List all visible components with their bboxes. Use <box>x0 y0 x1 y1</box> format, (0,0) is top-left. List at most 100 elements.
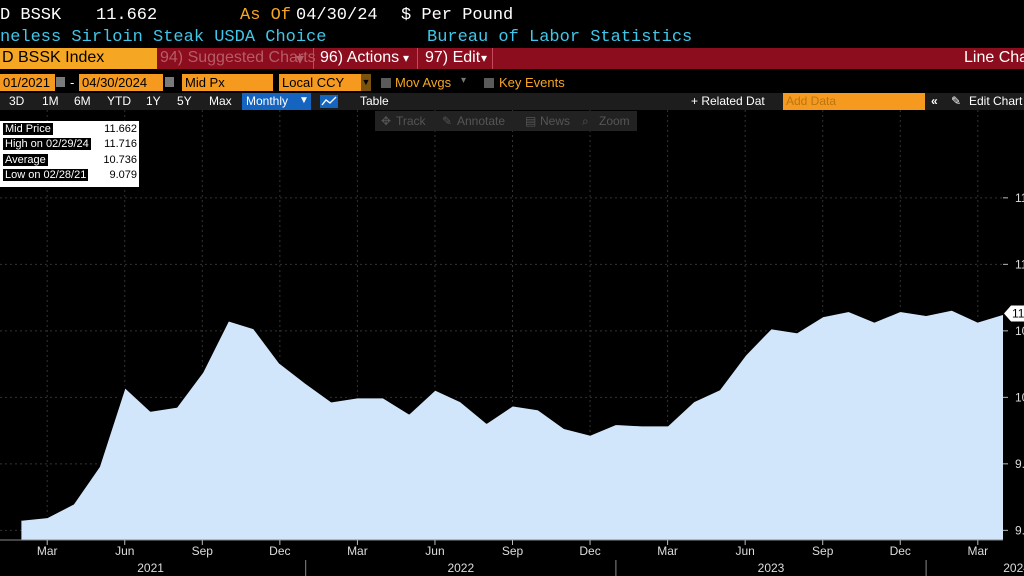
period-3d[interactable]: 3D <box>9 94 25 108</box>
y-tick-label: 11. <box>1015 191 1024 205</box>
edit-button[interactable]: 97) Edit <box>425 49 481 66</box>
quote-header: D BSSK 11.662 As Of 04/30/24 $ Per Pound <box>0 4 1024 28</box>
edit-chevron-icon[interactable]: ▾ <box>481 51 488 65</box>
x-tick-label: Sep <box>502 544 524 558</box>
last-value-tag <box>1004 305 1024 322</box>
x-tick-label: Sep <box>192 544 214 558</box>
legend-mid-label: Mid Price <box>3 123 53 135</box>
price-line <box>21 308 1005 521</box>
legend-row-low: Low on 02/28/21 9.079 <box>3 169 137 183</box>
date-separator: - <box>70 75 75 90</box>
legend-low-label: Low on 02/28/21 <box>3 169 89 181</box>
add-data-input[interactable]: Add Data <box>783 93 925 110</box>
chevron-down-icon[interactable]: ▼ <box>299 95 309 106</box>
crosshair-icon[interactable]: ✥ <box>381 114 392 128</box>
chart-style-icon[interactable] <box>320 95 338 108</box>
chevron-down-icon[interactable]: ▼ <box>361 74 371 91</box>
x-year-label: 2023 <box>758 561 785 575</box>
price-legend: Mid Price 11.662 High on 02/29/24 11.716… <box>0 121 139 187</box>
x-tick-label: Mar <box>657 544 678 558</box>
news-doc-icon[interactable]: ▤ <box>525 114 537 128</box>
period-6m[interactable]: 6M <box>74 94 91 108</box>
field-select[interactable]: Mid Px <box>182 74 273 91</box>
price-area <box>21 309 1004 540</box>
period-max[interactable]: Max <box>209 94 232 108</box>
key-events-label: Key Events <box>499 75 565 90</box>
x-tick-label: Dec <box>890 544 911 558</box>
legend-average-label: Average <box>3 154 48 166</box>
calendar-icon[interactable] <box>165 77 174 87</box>
mov-avgs-label: Mov Avgs <box>395 75 452 90</box>
collapse-icon[interactable]: « <box>931 94 938 108</box>
period-1y[interactable]: 1Y <box>146 94 161 108</box>
y-axis-panel <box>1003 110 1024 540</box>
chart-type-label[interactable]: Line Char <box>964 49 1024 66</box>
frequency-select-bg[interactable] <box>242 93 311 110</box>
y-axis: 11. 11. 10. 10. 9. 9. 11. <box>1003 110 1024 540</box>
legend-row-high: High on 02/29/24 11.716 <box>3 138 137 152</box>
x-tick-label: Mar <box>347 544 368 558</box>
x-year-label: 2022 <box>447 561 474 575</box>
y-tick-label: 9. <box>1015 523 1024 537</box>
period-1m[interactable]: 1M <box>42 94 59 108</box>
legend-average-value: 10.736 <box>103 154 137 166</box>
annotate-pencil-icon[interactable]: ✎ <box>442 114 453 128</box>
chart-mini-toolbar: ✥ Track ✎ Annotate ▤ News ⌕ Zoom <box>375 111 637 131</box>
x-tick-label: Jun <box>735 544 754 558</box>
ticker-input[interactable]: D BSSK Index <box>0 48 157 69</box>
x-tick-label: Jun <box>425 544 444 558</box>
menu-divider <box>417 48 418 69</box>
key-events-checkbox[interactable] <box>484 78 494 88</box>
menu-bar: 94) Suggested Charts ▾ 96) Actions ▾ 97)… <box>0 48 1024 69</box>
menu-divider <box>492 48 493 69</box>
suggested-charts-button[interactable]: 94) Suggested Charts <box>160 49 316 66</box>
y-tick-label: 9. <box>1015 457 1024 471</box>
x-tick-label: Dec <box>269 544 290 558</box>
x-tick-label: Mar <box>967 544 988 558</box>
x-year-label: 2024 <box>1003 561 1024 575</box>
track-button[interactable]: Track <box>396 114 426 128</box>
x-tick-label: Sep <box>812 544 834 558</box>
currency-select[interactable]: Local CCY <box>279 74 361 91</box>
zoom-icon[interactable]: ⌕ <box>582 114 589 128</box>
as-of-label: As Of <box>240 6 292 25</box>
security-description: neless Sirloin Steak USDA Choice <box>0 28 327 47</box>
last-value-label: 11. <box>1012 307 1024 321</box>
mov-avgs-checkbox[interactable] <box>381 78 391 88</box>
table-button[interactable]: Table <box>360 94 389 108</box>
as-of-date: 04/30/24 <box>296 6 378 25</box>
zoom-button[interactable]: Zoom <box>599 114 630 128</box>
calendar-icon[interactable] <box>56 77 65 87</box>
chart-options-bar: 01/2021 - 04/30/2024 Mid Px Local CCY ▼ … <box>0 73 1024 93</box>
actions-chevron-icon[interactable]: ▾ <box>403 51 410 65</box>
mov-avgs-chevron-icon[interactable]: ▾ <box>461 75 467 86</box>
period-toolbar: 3D 1M 6M YTD 1Y 5Y Max Monthly ▼ Table +… <box>0 93 1024 110</box>
x-axis: Mar Jun Sep Dec Mar Jun Sep Dec Mar Jun Sep Dec Mar 2… <box>0 539 1024 576</box>
edit-chart-button[interactable]: Edit Chart <box>969 94 1023 108</box>
annotate-button[interactable]: Annotate <box>457 114 506 128</box>
x-tick-label: Jun <box>115 544 134 558</box>
x-tick-label: Dec <box>579 544 600 558</box>
x-year-label: 2021 <box>137 561 164 575</box>
price-chart[interactable]: 11. 11. 10. 10. 9. 9. 11. Mar Jun Sep Dec Mar Jun Se… <box>0 110 1024 576</box>
legend-low-value: 9.079 <box>109 169 137 181</box>
menu-divider <box>313 48 314 69</box>
related-data-button[interactable]: + Related Dat <box>691 94 765 108</box>
y-tick-label: 10. <box>1015 324 1024 338</box>
end-date-input[interactable]: 04/30/2024 <box>79 74 163 91</box>
news-button[interactable]: News <box>540 114 571 128</box>
legend-high-label: High on 02/29/24 <box>3 138 91 150</box>
period-ytd[interactable]: YTD <box>107 94 131 108</box>
frequency-select[interactable]: Monthly <box>246 94 289 108</box>
last-price: 11.662 <box>96 6 158 25</box>
suggested-charts-chevron-icon[interactable]: ▾ <box>296 51 305 68</box>
ticker-input-text: D BSSK Index <box>2 49 105 66</box>
period-5y[interactable]: 5Y <box>177 94 192 108</box>
legend-row-average: Average 10.736 <box>3 154 137 168</box>
pencil-icon[interactable]: ✎ <box>951 94 962 108</box>
start-date-input[interactable]: 01/2021 <box>0 74 55 91</box>
legend-mid-value: 11.662 <box>104 123 137 135</box>
actions-button[interactable]: 96) Actions <box>320 49 400 66</box>
data-source: Bureau of Labor Statistics <box>427 28 693 47</box>
legend-high-value: 11.716 <box>104 138 137 150</box>
